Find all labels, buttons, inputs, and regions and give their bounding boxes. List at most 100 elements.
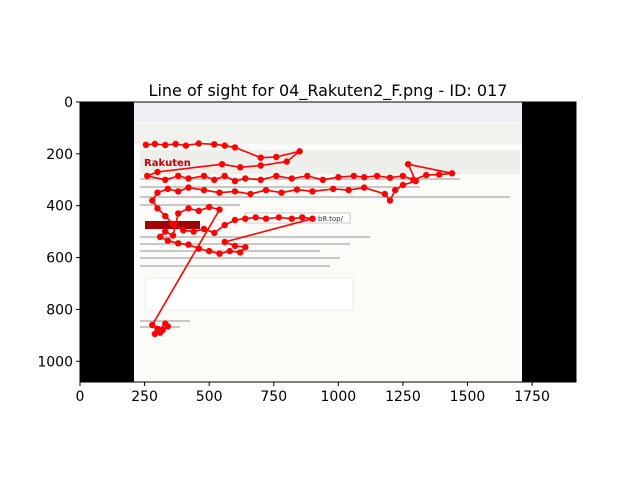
gaze-point [175,240,182,247]
x-tick-label: 1250 [385,389,421,405]
gaze-point [180,227,187,234]
x-tick-label: 750 [260,389,287,405]
gaze-point [149,321,156,329]
gaze-point [386,197,394,204]
background-screenshot: Rakuten b8.top/ [80,102,576,382]
gaze-point [169,220,177,228]
gaze-point [257,162,264,169]
gaze-point [162,176,169,183]
gaze-point [182,142,190,149]
gaze-point [172,140,179,148]
email-window [134,102,522,382]
gaze-point [273,172,280,180]
gaze-point [293,186,301,193]
x-tick-label: 500 [196,389,223,405]
y-tick-label: 800 [46,302,73,318]
gaze-point [175,210,182,217]
y-tick-label: 400 [46,199,73,215]
gaze-point [164,185,171,193]
y-axis: 0 200 400 600 800 1000 [37,95,80,370]
gaze-point [242,244,249,251]
gaze-point [185,184,192,191]
gaze-point [206,247,213,255]
gaze-point [216,250,223,257]
gaze-point [154,189,161,196]
gaze-point [304,172,311,180]
gaze-point [237,249,244,256]
gaze-point [309,188,316,195]
gaze-point [185,205,192,212]
gaze-point [257,154,264,161]
gaze-point [350,172,357,180]
gaze-point [257,176,264,183]
gaze-point [211,176,218,183]
gaze-point [195,207,202,215]
x-tick-label: 1000 [321,389,357,405]
x-tick-label: 1500 [450,389,486,405]
rakuten-banner [140,150,520,174]
gaze-point [190,228,197,235]
x-tick-label: 250 [131,389,158,405]
gaze-layer [142,140,456,338]
gaze-point [392,186,399,194]
gaze-point [154,205,161,212]
gaze-point [231,144,239,151]
gaze-point [200,225,208,233]
left-black-bar [80,102,134,382]
plot-area: Rakuten b8.top/ [79,101,577,383]
gaze-point [151,330,159,338]
x-tick-label: 1750 [514,389,550,405]
gaze-point [283,158,290,165]
gaze-point [262,186,270,194]
gaze-point [216,189,223,196]
gaze-point [211,141,218,148]
gaze-point [242,175,249,182]
gaze-point [381,190,388,198]
y-tick-label: 0 [64,95,73,111]
gaze-point [169,232,177,239]
gaze-point [448,170,456,177]
gaze-point [154,168,161,176]
gaze-point [242,215,249,222]
chart-title: Line of sight for 04_Rakuten2_F.png - ID… [149,81,508,101]
gaze-point [275,214,283,221]
gaze-point [237,164,244,171]
gaze-point [262,215,270,222]
gaze-point [278,189,285,196]
info-box [144,277,354,311]
gaze-point [247,190,254,198]
gaze-point [361,184,368,191]
gaze-point [164,237,171,244]
email-header [134,124,522,144]
gaze-point [218,161,226,168]
gaze-point [162,212,169,220]
gaze-point [162,228,169,235]
gaze-point [142,141,150,148]
gaze-point [200,186,208,194]
email-toolbar [134,102,522,122]
gaze-point [299,214,306,221]
gaze-point [373,172,381,180]
x-tick-label: 0 [76,389,85,405]
gaze-point [185,241,192,248]
gaze-point [412,177,419,185]
gaze-point [252,214,259,221]
x-axis: 0 250 500 750 1000 1250 1500 1750 [76,382,550,405]
gaze-point [296,148,303,155]
gaze-point [231,188,239,195]
gaze-point [404,161,412,168]
gaze-point [335,174,342,181]
gaze-point [231,177,239,185]
gaze-point [231,242,239,250]
gaze-point [288,215,295,222]
gaze-point [162,320,169,327]
gaze-point [435,171,443,178]
gaze-point [288,175,295,182]
gaze-point [221,221,228,229]
y-tick-label: 600 [46,251,73,267]
gaze-point [221,172,228,180]
gaze-point [330,185,337,193]
axes-frame [79,101,577,383]
y-tick-label: 1000 [37,354,73,370]
